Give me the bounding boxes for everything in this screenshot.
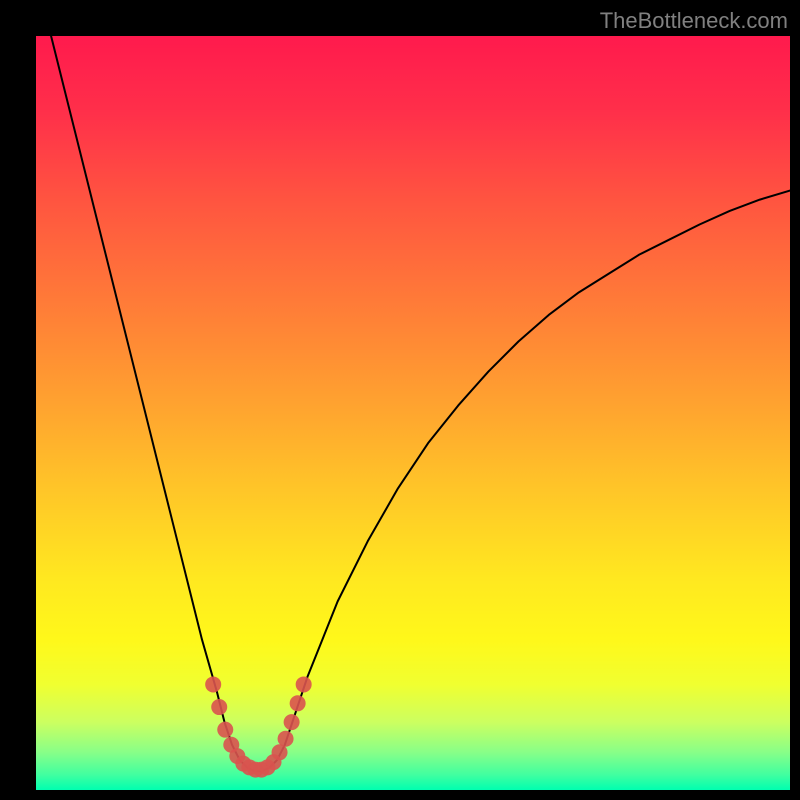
- bottleneck-chart: [0, 0, 800, 800]
- marker-point: [290, 695, 306, 711]
- plot-background: [36, 36, 790, 790]
- marker-point: [284, 714, 300, 730]
- marker-point: [296, 676, 312, 692]
- watermark-text: TheBottleneck.com: [600, 8, 788, 34]
- marker-point: [205, 676, 221, 692]
- marker-point: [211, 699, 227, 715]
- marker-point: [217, 722, 233, 738]
- marker-point: [278, 731, 294, 747]
